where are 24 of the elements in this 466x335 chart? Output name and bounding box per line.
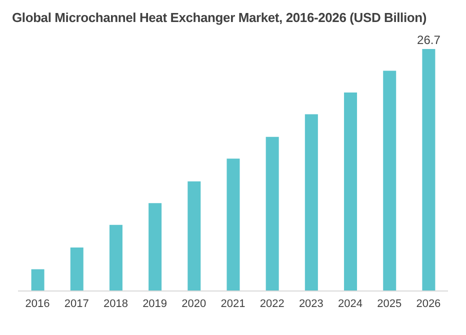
x-tick-label: 2026 — [416, 298, 441, 310]
bar — [226, 158, 240, 291]
bar — [70, 247, 84, 291]
x-tick-label: 2021 — [220, 298, 246, 310]
bar — [383, 70, 396, 291]
x-tick-label: 2022 — [260, 298, 284, 310]
bar — [344, 92, 358, 291]
bar — [304, 114, 318, 291]
bar — [188, 181, 201, 291]
x-tick-label: 2025 — [377, 298, 402, 310]
bar — [148, 203, 162, 291]
x-tick-label: 2020 — [182, 298, 206, 310]
data-label: 26.7 — [417, 33, 441, 47]
x-tick-label: 2016 — [25, 298, 50, 310]
chart-title: Global Microchannel Heat Exchanger Market, 2016-2026 (USD Billion) — [11, 9, 428, 25]
bar — [266, 136, 279, 291]
bar — [31, 269, 44, 291]
x-tick-label: 2024 — [338, 298, 363, 310]
x-tick-label: 2017 — [64, 298, 89, 310]
x-tick-label: 2018 — [103, 298, 128, 310]
bar — [109, 224, 122, 291]
x-tick-label: 2019 — [142, 298, 168, 310]
x-tick-label: 2023 — [298, 298, 324, 310]
bar — [422, 49, 436, 291]
